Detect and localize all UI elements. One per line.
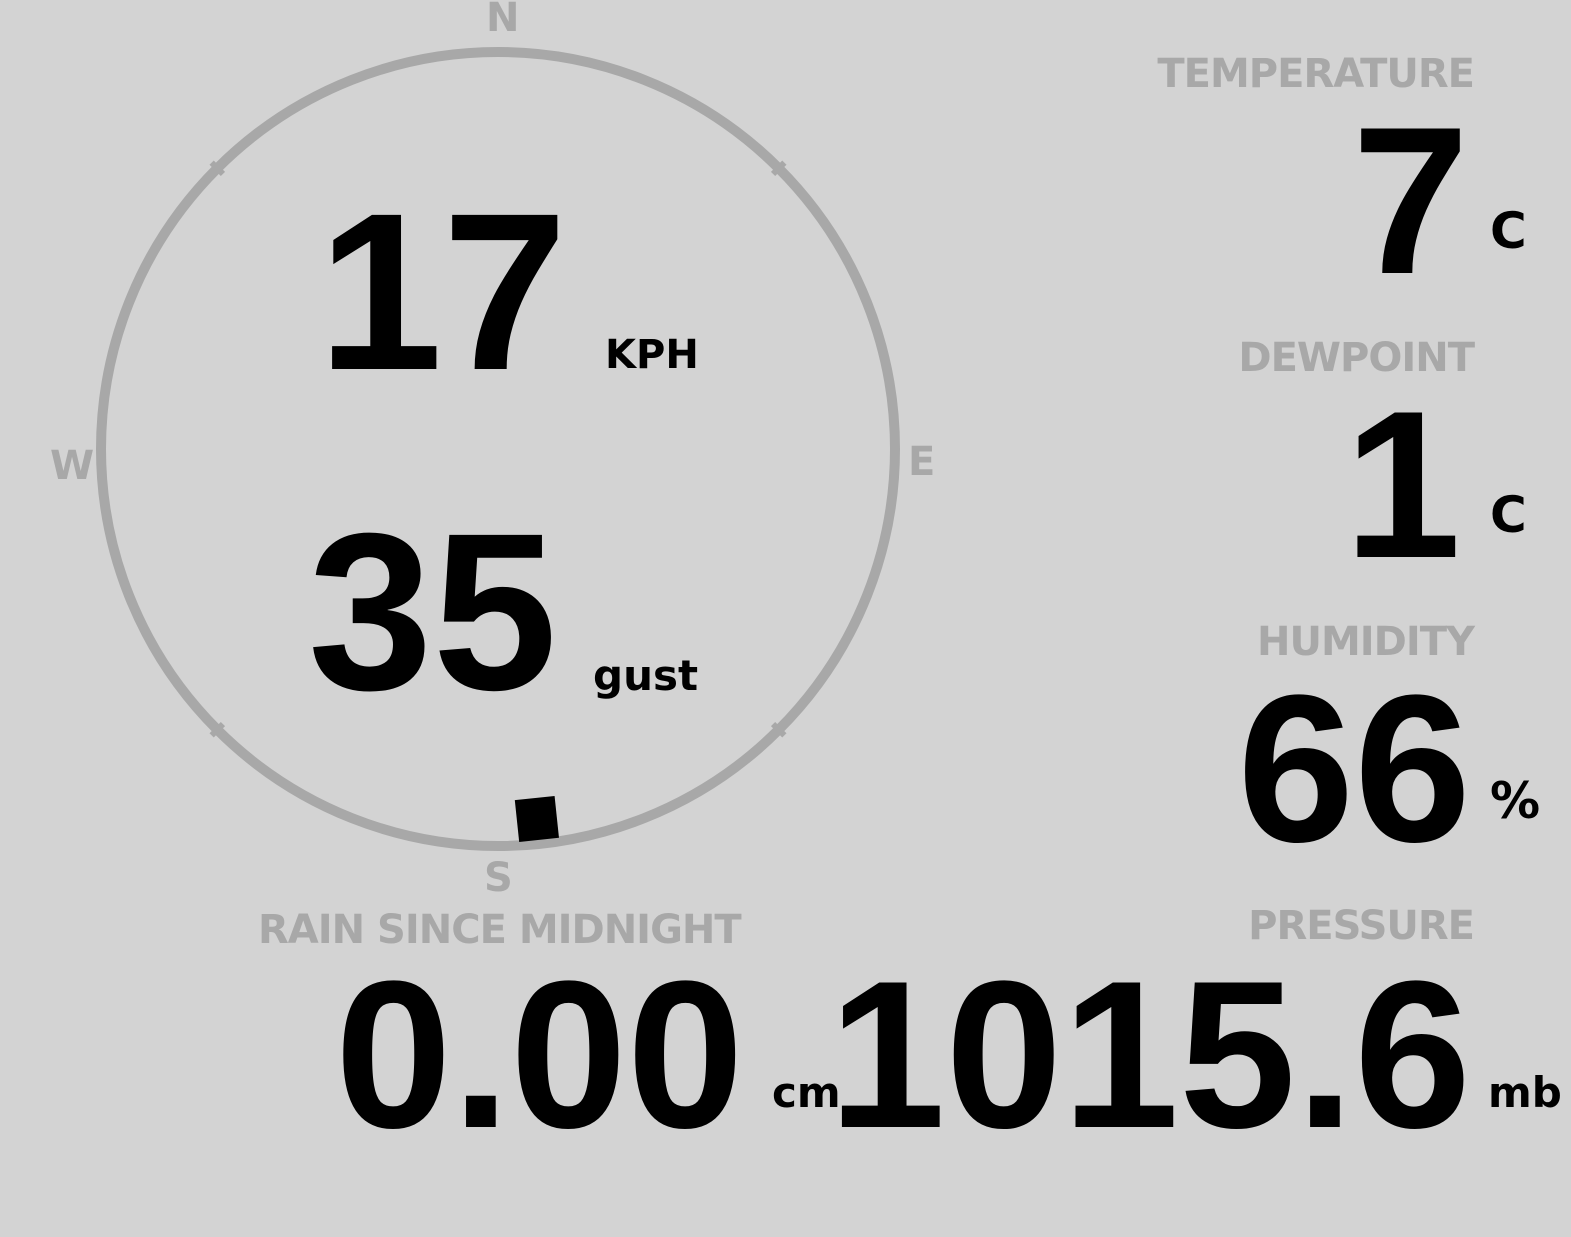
wind-speed-unit: KPH xyxy=(605,332,699,378)
compass-tick xyxy=(770,160,787,177)
compass-ring xyxy=(96,47,900,851)
wind-gust-value: 35 xyxy=(308,487,558,737)
rain-value: 0.00 xyxy=(335,937,744,1172)
compass-tick xyxy=(209,721,226,738)
wind-gust-unit: gust xyxy=(593,651,699,700)
wind-speed-value: 17 xyxy=(318,167,568,417)
dewpoint-label: DEWPOINT xyxy=(1238,335,1475,381)
dewpoint-unit: C xyxy=(1490,486,1527,544)
dewpoint-value: 1 xyxy=(1344,367,1461,602)
humidity-value: 66 xyxy=(1237,651,1471,886)
pressure-value: 1015.6 xyxy=(828,937,1471,1172)
compass-ticks xyxy=(209,160,787,738)
temperature-unit: C xyxy=(1490,202,1527,260)
temperature-label: TEMPERATURE xyxy=(1157,51,1475,97)
compass-south: S xyxy=(484,855,513,901)
compass-east: E xyxy=(908,439,936,485)
wind-compass xyxy=(96,47,900,851)
compass-tick xyxy=(209,160,226,177)
pressure-unit: mb xyxy=(1488,1068,1562,1117)
temperature-value: 7 xyxy=(1352,83,1469,318)
rain-label: RAIN SINCE MIDNIGHT xyxy=(258,907,742,953)
compass-north: N xyxy=(486,0,520,41)
compass-tick xyxy=(770,721,787,738)
wind-direction-marker xyxy=(514,795,559,842)
humidity-label: HUMIDITY xyxy=(1257,619,1475,665)
pressure-label: PRESSURE xyxy=(1248,903,1475,949)
compass-west: W xyxy=(50,443,95,489)
humidity-unit: % xyxy=(1490,772,1541,830)
rain-unit: cm xyxy=(772,1068,841,1117)
